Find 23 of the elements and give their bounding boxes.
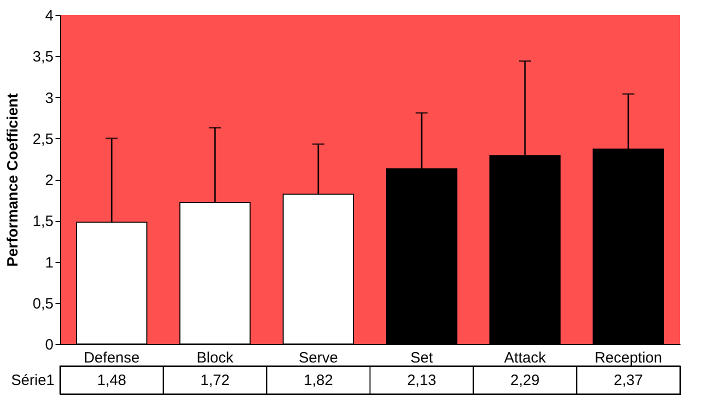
y-tick-label: 3,5 bbox=[32, 48, 54, 66]
x-tick-label: Reception bbox=[594, 350, 662, 366]
x-tick-label: Defense bbox=[84, 350, 140, 366]
data-label: 2,13 bbox=[407, 372, 436, 389]
y-tick-label: 1,5 bbox=[32, 213, 54, 230]
text: Série1 bbox=[11, 372, 54, 389]
data-label: 2,29 bbox=[510, 372, 540, 389]
y-tick-label: 0,5 bbox=[32, 295, 54, 312]
x-tick-label: Set bbox=[410, 350, 434, 366]
data-label: 2,37 bbox=[614, 372, 643, 389]
data-label: 1,82 bbox=[304, 372, 333, 389]
y-tick-label: 3 bbox=[45, 90, 54, 107]
x-tick-label: Attack bbox=[504, 350, 546, 366]
y-tick-label: 2,5 bbox=[32, 130, 54, 148]
data-label: 1,48 bbox=[97, 372, 126, 389]
y-axis-title: Performance Coefficient bbox=[4, 93, 22, 267]
y-tick-label: 4 bbox=[45, 8, 54, 24]
y-tick-label: 0 bbox=[45, 336, 54, 354]
y-tick-label: 2 bbox=[45, 172, 54, 189]
y-tick-label: 1 bbox=[45, 254, 54, 272]
x-tick-label: Serve bbox=[298, 350, 338, 366]
data-label: 1,72 bbox=[200, 372, 230, 389]
x-tick-label: Block bbox=[196, 350, 234, 366]
